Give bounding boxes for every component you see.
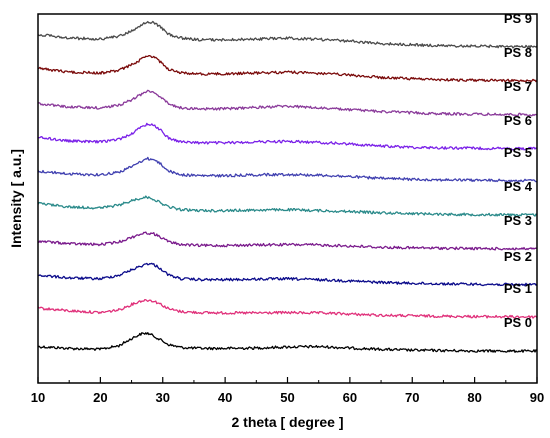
y-axis-label: Intensity [ a.u.] [8, 149, 24, 248]
series-label-ps-2: PS 2 [504, 249, 532, 264]
x-tick-label: 50 [280, 390, 294, 405]
x-tick-label: 60 [343, 390, 357, 405]
series-line-ps-5 [37, 156, 538, 183]
x-tick-label: 90 [530, 390, 544, 405]
series-line-ps-4 [37, 195, 538, 217]
series-line-ps-1 [37, 298, 538, 319]
series-line-ps-3 [37, 231, 538, 251]
series-line-ps-8 [37, 55, 538, 83]
series-label-ps-0: PS 0 [504, 315, 532, 330]
series-line-ps-9 [37, 20, 538, 49]
series-line-ps-0 [37, 332, 538, 353]
x-tick-label: 40 [218, 390, 232, 405]
x-tick-label: 80 [467, 390, 481, 405]
x-tick-label: 70 [405, 390, 419, 405]
series-line-ps-6 [38, 122, 538, 151]
series-labels: PS 0 PS 1 PS 2 PS 3 PS 4 PS 5 PS 6 PS 7 PS 8 PS 9 [504, 11, 533, 330]
x-tick-label: 30 [156, 390, 170, 405]
series-label-ps-1: PS 1 [504, 281, 532, 296]
x-tick-label: 10 [31, 390, 45, 405]
series-label-ps-6: PS 6 [504, 113, 532, 128]
plot-frame [37, 13, 538, 384]
series-label-ps-3: PS 3 [504, 213, 532, 228]
series-label-ps-5: PS 5 [504, 145, 532, 160]
series-label-ps-4: PS 4 [504, 179, 533, 194]
series-line-ps-7 [37, 89, 537, 117]
x-axis-label: 2 theta [ degree ] [231, 414, 343, 430]
x-axis-ticks: 10 20 30 40 50 60 70 80 90 [31, 377, 544, 405]
series-label-ps-7: PS 7 [504, 79, 532, 94]
series-label-ps-9: PS 9 [504, 11, 532, 26]
x-tick-label: 20 [93, 390, 107, 405]
series-line-ps-2 [37, 262, 538, 287]
series-traces [37, 20, 538, 353]
series-label-ps-8: PS 8 [504, 45, 532, 60]
